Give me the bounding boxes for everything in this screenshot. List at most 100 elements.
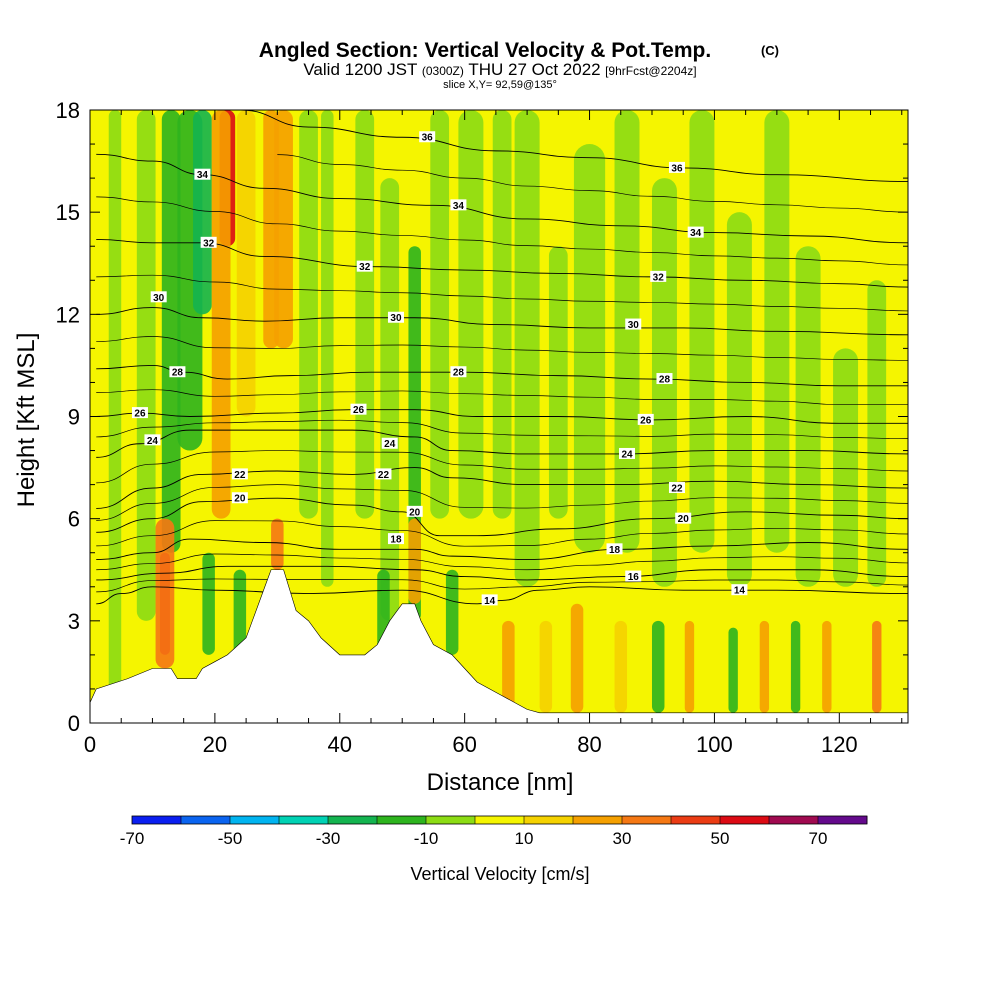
colorbar-swatch bbox=[181, 816, 231, 824]
contour-label-18: 18 bbox=[390, 535, 402, 546]
contour-label-28: 28 bbox=[453, 368, 465, 379]
x-tick-label: 60 bbox=[452, 732, 476, 757]
contour-label-bg bbox=[650, 270, 667, 282]
contour-label-bg bbox=[481, 594, 498, 606]
colorbar-swatch bbox=[573, 816, 623, 824]
contour-label-28: 28 bbox=[172, 368, 184, 379]
contour-label-28: 28 bbox=[659, 375, 671, 386]
contour-label-26: 26 bbox=[353, 405, 365, 416]
velocity-cell bbox=[833, 348, 859, 587]
colorbar-swatch bbox=[377, 816, 427, 824]
contour-label-bg bbox=[731, 584, 748, 596]
contour-label-bg bbox=[406, 505, 423, 517]
contour-label-bg bbox=[350, 403, 367, 415]
contour-label-24: 24 bbox=[384, 439, 396, 450]
contour-label-22: 22 bbox=[234, 470, 246, 481]
y-tick-label: 3 bbox=[68, 609, 80, 634]
contour-label-bg bbox=[231, 492, 248, 504]
colorbar-tick-label: 10 bbox=[515, 829, 534, 848]
velocity-cell bbox=[689, 110, 715, 553]
velocity-cell bbox=[726, 212, 752, 587]
velocity-cell bbox=[299, 110, 318, 519]
velocity-cell bbox=[380, 178, 400, 621]
velocity-cell bbox=[445, 569, 459, 655]
velocity-cell bbox=[271, 518, 284, 570]
y-tick-label: 9 bbox=[68, 405, 80, 430]
contour-label-bg bbox=[200, 236, 217, 248]
colorbar-swatch bbox=[132, 816, 182, 824]
theta-contour-intermediate bbox=[96, 419, 908, 439]
colorbar-tick-label: -50 bbox=[218, 829, 243, 848]
x-tick-label: 20 bbox=[203, 732, 227, 757]
theta-contour-intermediate bbox=[96, 484, 908, 521]
theta-contour-intermediate bbox=[96, 389, 908, 405]
contour-label-26: 26 bbox=[640, 415, 652, 426]
velocity-cell bbox=[355, 110, 375, 519]
contour-label-34: 34 bbox=[453, 201, 465, 212]
contour-label-bg bbox=[606, 543, 623, 555]
velocity-cell bbox=[502, 620, 515, 713]
slice-info: slice X,Y= 92,59@135° bbox=[443, 79, 557, 91]
theta-contour-30 bbox=[96, 307, 908, 336]
contour-label-bg bbox=[637, 413, 654, 425]
y-tick-label: 15 bbox=[56, 200, 80, 225]
contour-label-34: 34 bbox=[690, 228, 702, 239]
terrain-profile bbox=[90, 569, 908, 723]
theta-contour-14 bbox=[96, 586, 908, 605]
contour-label-bg bbox=[625, 318, 642, 330]
colorbar-tick-label: 30 bbox=[613, 829, 632, 848]
velocity-cell bbox=[514, 110, 540, 587]
theta-contour-intermediate bbox=[96, 553, 908, 571]
theta-contour-intermediate bbox=[96, 520, 908, 547]
velocity-cell bbox=[430, 110, 450, 519]
contour-label-bg bbox=[144, 434, 161, 446]
velocity-cell bbox=[614, 620, 628, 713]
contour-label-32: 32 bbox=[203, 238, 215, 249]
x-tick-label: 120 bbox=[821, 732, 858, 757]
theta-contour-24 bbox=[96, 429, 908, 458]
contour-label-bg bbox=[131, 407, 148, 419]
contour-label-22: 22 bbox=[671, 484, 683, 495]
colorbar-swatch bbox=[426, 816, 476, 824]
contour-label-16: 16 bbox=[628, 572, 640, 583]
velocity-cell bbox=[614, 110, 640, 553]
contour-label-20: 20 bbox=[678, 514, 690, 525]
colorbar-swatch bbox=[475, 816, 525, 824]
contour-label-20: 20 bbox=[409, 507, 421, 518]
contour-label-30: 30 bbox=[390, 313, 402, 324]
velocity-cell bbox=[759, 620, 770, 713]
velocity-cell bbox=[321, 110, 334, 587]
contour-label-bg bbox=[656, 373, 673, 385]
y-tick-label: 0 bbox=[68, 711, 80, 736]
theta-contour-16 bbox=[96, 565, 908, 581]
contour-label-bg bbox=[231, 468, 248, 480]
contour-label-36: 36 bbox=[422, 133, 434, 144]
contour-label-bg bbox=[169, 366, 186, 378]
velocity-cell bbox=[155, 518, 175, 669]
contour-label-14: 14 bbox=[484, 596, 496, 607]
contour-label-bg bbox=[625, 570, 642, 582]
contour-label-20: 20 bbox=[234, 494, 246, 505]
theta-contour-18 bbox=[96, 538, 908, 560]
contour-label-34: 34 bbox=[197, 170, 209, 181]
contour-label-bg bbox=[668, 482, 685, 494]
y-axis-label: Height [Kft MSL] bbox=[13, 333, 40, 508]
velocity-cell bbox=[651, 620, 665, 713]
theta-contour-36 bbox=[239, 110, 908, 182]
contour-label-30: 30 bbox=[628, 320, 640, 331]
colorbar-swatch bbox=[524, 816, 574, 824]
velocity-cell bbox=[492, 110, 512, 519]
contour-label-14: 14 bbox=[734, 586, 746, 597]
velocity-cell bbox=[872, 620, 882, 713]
contour-label-bg bbox=[675, 512, 692, 524]
contour-label-bg bbox=[687, 226, 704, 238]
velocity-cell bbox=[274, 110, 293, 349]
colorbar-swatch bbox=[622, 816, 672, 824]
y-tick-label: 6 bbox=[68, 507, 80, 532]
theta-contour-26 bbox=[96, 409, 908, 424]
contour-label-bg bbox=[387, 311, 404, 323]
x-axis-label: Distance [nm] bbox=[427, 769, 574, 796]
contour-label-18: 18 bbox=[609, 545, 621, 556]
contour-label-bg bbox=[194, 168, 211, 180]
